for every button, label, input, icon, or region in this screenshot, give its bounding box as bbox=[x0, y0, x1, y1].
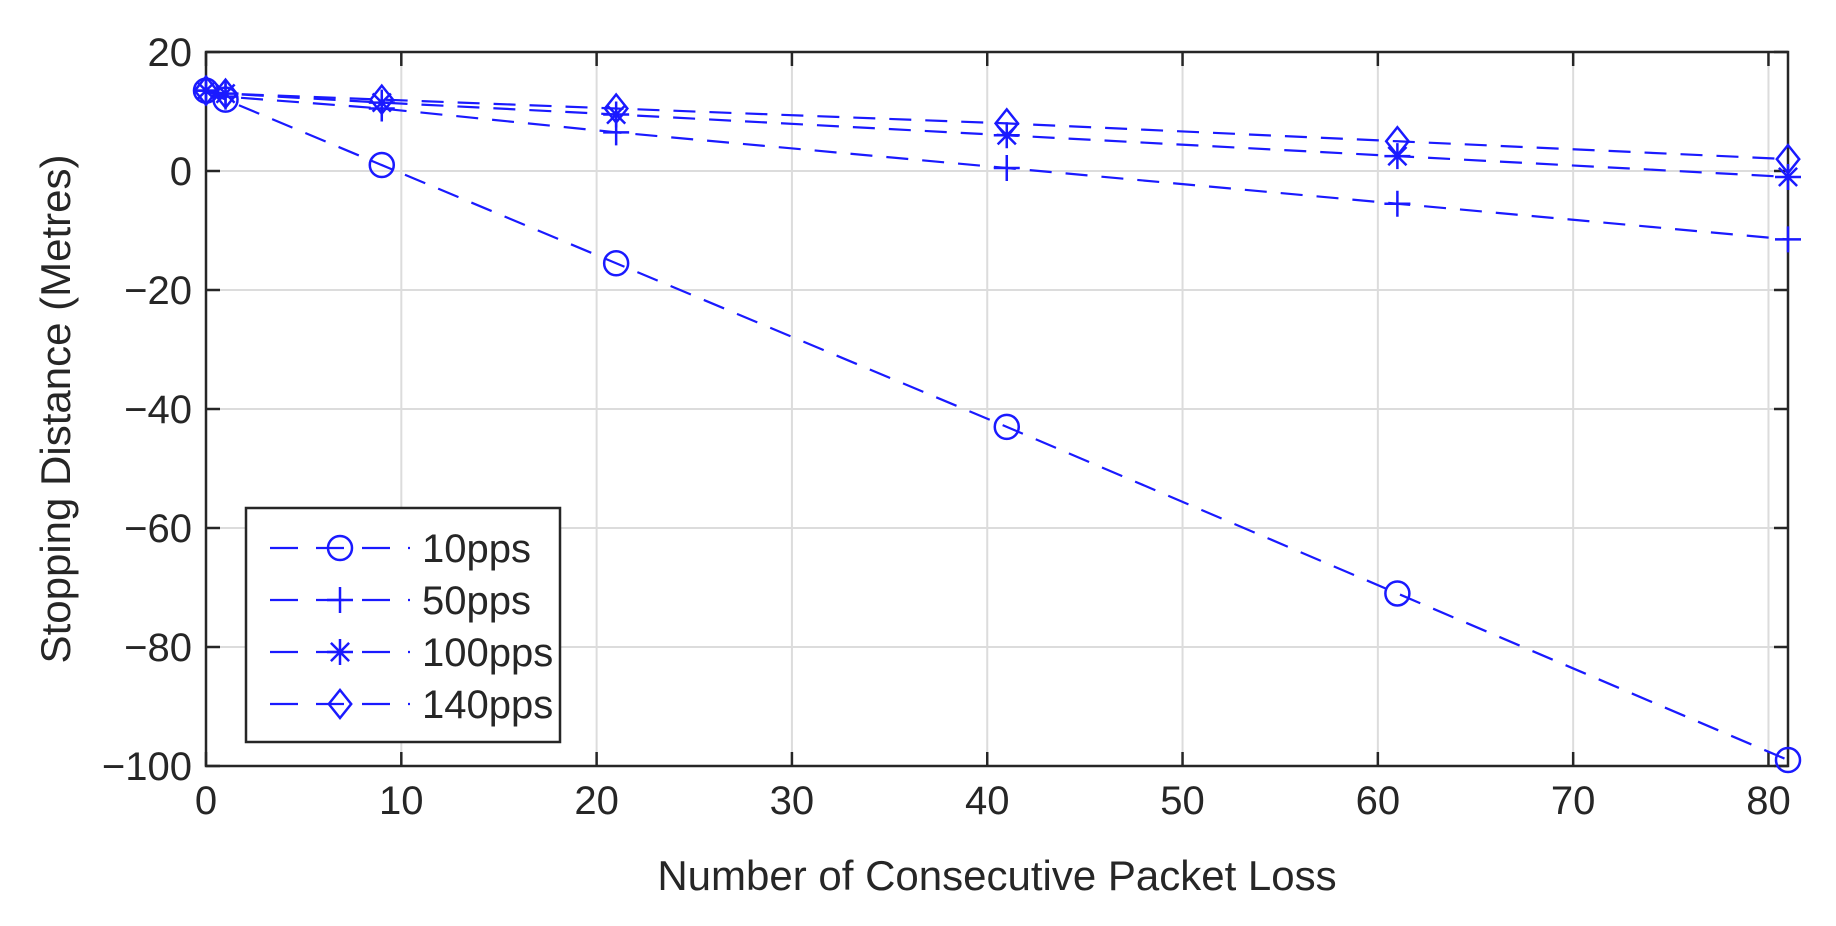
data-point-circle bbox=[602, 249, 630, 277]
y-tick-label: −80 bbox=[124, 626, 192, 670]
x-tick-label: 70 bbox=[1551, 779, 1596, 823]
x-tick-label: 30 bbox=[770, 779, 815, 823]
y-axis-title: Stopping Distance (Metres) bbox=[32, 155, 79, 664]
legend-entry: 10pps bbox=[270, 527, 531, 571]
data-point-diamond bbox=[993, 107, 1020, 140]
y-tick-label: −60 bbox=[124, 507, 192, 551]
series-line bbox=[205, 89, 1789, 161]
data-point-diamond bbox=[1384, 125, 1411, 158]
legend-entry: 100pps bbox=[270, 631, 553, 675]
y-tick-label: −40 bbox=[124, 388, 192, 432]
series-100pps bbox=[193, 77, 1801, 190]
data-point-circle bbox=[368, 151, 396, 179]
x-tick-label: 20 bbox=[574, 779, 619, 823]
legend-entry: 140pps bbox=[270, 683, 553, 727]
legend-marker-star bbox=[327, 639, 353, 665]
data-point-diamond bbox=[603, 92, 629, 125]
legend-label: 140pps bbox=[422, 683, 553, 727]
series-layer bbox=[192, 74, 1802, 774]
data-point-diamond bbox=[212, 77, 239, 110]
y-tick-label: 0 bbox=[170, 150, 192, 194]
data-point-circle bbox=[1774, 746, 1802, 774]
y-tick-label: −20 bbox=[124, 269, 192, 313]
legend: 10pps 50pps 100pps 140pps bbox=[244, 506, 562, 744]
data-point-star bbox=[1775, 163, 1801, 190]
series-50pps bbox=[193, 77, 1801, 253]
y-tick-label: −100 bbox=[102, 745, 192, 789]
data-point-plus bbox=[1384, 190, 1411, 217]
legend-entry: 50pps bbox=[270, 579, 531, 623]
legend-box bbox=[244, 506, 562, 744]
y-tick-label: 20 bbox=[148, 31, 193, 75]
data-point-star bbox=[993, 122, 1020, 149]
x-tick-label: 40 bbox=[965, 779, 1010, 823]
x-axis-title: Number of Consecutive Packet Loss bbox=[657, 852, 1336, 899]
x-tick-label: 0 bbox=[195, 779, 217, 823]
data-point-star bbox=[368, 89, 395, 116]
data-point-plus bbox=[993, 155, 1020, 182]
data-point-diamond bbox=[1775, 143, 1801, 176]
data-point-plus bbox=[1775, 226, 1801, 253]
x-tick-label: 60 bbox=[1356, 779, 1401, 823]
series-line bbox=[205, 89, 1789, 179]
x-tick-label: 50 bbox=[1160, 779, 1205, 823]
legend-label: 100pps bbox=[422, 631, 553, 675]
legend-marker-circle bbox=[326, 534, 354, 562]
x-tick-label: 10 bbox=[379, 779, 424, 823]
series-140pps bbox=[193, 74, 1801, 176]
data-point-star bbox=[603, 101, 630, 128]
legend-marker-diamond bbox=[327, 687, 353, 721]
data-point-diamond bbox=[368, 83, 395, 116]
axes-layer: 0 10 20 30 40 50 60 70 80 20 0 −20 −40 −60 −80 −100 Numb… bbox=[32, 31, 1791, 899]
data-point-circle bbox=[1384, 580, 1411, 607]
legend-label: 10pps bbox=[422, 527, 531, 571]
data-point-circle bbox=[993, 413, 1021, 441]
data-point-diamond bbox=[193, 74, 219, 107]
legend-label: 50pps bbox=[422, 579, 531, 623]
x-tick-label: 80 bbox=[1746, 779, 1791, 823]
legend-marker-plus bbox=[327, 587, 353, 613]
